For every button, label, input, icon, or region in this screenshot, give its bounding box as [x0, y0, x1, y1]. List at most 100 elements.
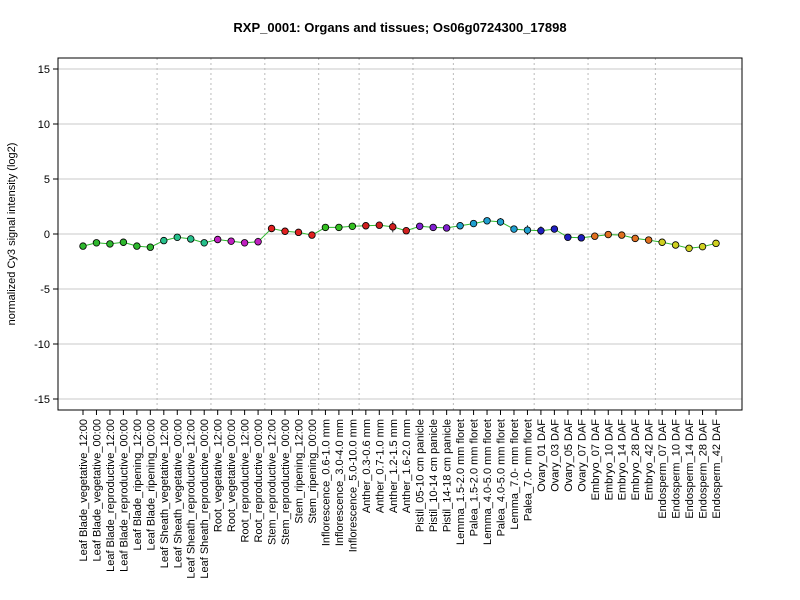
x-tick-label: Root_reproductive_12:00	[240, 419, 252, 543]
x-tick-label: Leaf Blade_ripening_00:00	[145, 419, 157, 551]
x-tick-label: Anther_1.2-1.5 mm	[388, 419, 400, 513]
data-point	[402, 226, 410, 235]
data-point	[106, 240, 114, 248]
x-tick-label: Leaf Sheath_reproductive_12:00	[186, 419, 198, 579]
x-tick-label: Pistil_05-10 cm panicle	[415, 419, 427, 532]
x-tick-label: Leaf Sheath_vegetative_00:00	[172, 419, 184, 568]
x-tick-label: Endosperm_10 DAF	[671, 419, 683, 519]
data-point	[213, 235, 222, 244]
x-tick-label: Ovary_01 DAF	[536, 419, 548, 492]
x-tick-label: Leaf Blade_ripening_12:00	[132, 419, 144, 551]
data-point	[227, 237, 235, 245]
x-tick-label: Pistil_14-18 cm panicle	[442, 419, 454, 532]
x-tick-label: Endosperm_42 DAF	[711, 419, 723, 519]
data-point	[442, 224, 451, 232]
data-point	[483, 217, 491, 225]
data-point	[604, 230, 612, 239]
x-tick-label: Lemma_1.5-2.0 mm floret	[455, 419, 467, 545]
x-tick-label: Anther_0.3-0.6 mm	[361, 419, 373, 513]
data-point	[523, 226, 532, 234]
data-point	[79, 242, 87, 250]
x-tick-label: Inflorescence_5.0-10.0 mm	[347, 419, 359, 552]
data-point	[281, 227, 289, 235]
chart-title: RXP_0001: Organs and tissues; Os06g07243…	[233, 20, 567, 35]
data-point	[671, 241, 680, 249]
x-tick-label: Stem_ripening_00:00	[307, 419, 319, 524]
data-point	[119, 238, 128, 246]
data-point	[577, 234, 586, 242]
x-tick-label: Endosperm_28 DAF	[698, 419, 710, 519]
data-point	[429, 223, 437, 232]
data-point	[456, 222, 464, 230]
x-tick-label: Embryo_07 DAF	[590, 419, 602, 501]
y-axis: -15 -10 -5 0 5 10 15	[34, 64, 58, 406]
data-point	[389, 223, 397, 231]
x-tick-label: Ovary_07 DAF	[576, 419, 588, 492]
x-tick-label: Stem_reproductive_12:00	[267, 419, 279, 545]
x-tick-label: Embryo_42 DAF	[644, 419, 656, 501]
data-point	[133, 242, 141, 250]
x-tick-label: Inflorescence_3.0-4.0 mm	[334, 419, 346, 546]
data-point	[510, 225, 518, 233]
y-axis-title: normalized Cy3 signal intensity (log2)	[6, 143, 18, 326]
x-tick-label: Leaf Sheath_vegetative_12:00	[159, 419, 171, 568]
x-tick-label: Endosperm_14 DAF	[684, 419, 696, 519]
x-tick-label: Root_vegetative_12:00	[213, 419, 225, 532]
x-tick-label: Root_vegetative_00:00	[226, 419, 238, 532]
group-separators	[156, 58, 656, 410]
y-tick-label: 15	[38, 64, 50, 76]
data-point	[375, 221, 383, 229]
y-tick-label: -15	[34, 394, 50, 406]
data-point	[187, 235, 195, 243]
data-point	[173, 233, 181, 241]
y-tick-label: -10	[34, 339, 50, 351]
y-tick-label: 10	[38, 119, 50, 131]
data-point	[321, 223, 330, 232]
data-point	[240, 239, 249, 247]
x-tick-label: Leaf Blade_reproductive_00:00	[118, 419, 130, 572]
x-tick-label: Leaf Sheath_reproductive_00:00	[199, 419, 211, 579]
x-tick-label: Palea_4.0-5.0 mm floret	[496, 419, 508, 536]
data-point	[416, 222, 424, 230]
data-point	[308, 231, 316, 239]
x-tick-label: Inflorescence_0.6-1.0 mm	[320, 419, 332, 546]
data-point	[200, 239, 208, 247]
data-point	[685, 244, 693, 252]
data-point	[618, 231, 626, 239]
data-point	[496, 218, 505, 226]
x-tick-label: Leaf Blade_vegetative_00:00	[91, 419, 103, 562]
x-tick-label: Ovary_05 DAF	[563, 419, 575, 492]
x-tick-label: Ovary_03 DAF	[549, 419, 561, 492]
x-tick-label: Endosperm_07 DAF	[657, 419, 669, 519]
x-tick-label: Palea_1.5-2.0 mm floret	[469, 419, 481, 536]
data-point	[267, 224, 276, 233]
grid-layer	[58, 68, 742, 400]
y-tick-label: -5	[40, 284, 50, 296]
data-point	[564, 233, 572, 241]
y-tick-label: 5	[44, 174, 50, 186]
x-tick-label: Palea_7.0- mm floret	[522, 419, 534, 521]
x-tick-label: Anther_0.7-1.0 mm	[374, 419, 386, 513]
data-point	[469, 219, 478, 228]
data-point	[362, 222, 370, 230]
x-tick-label: Lemma_4.0-5.0 mm floret	[482, 419, 494, 545]
data-point	[294, 228, 303, 237]
x-tick-label: Embryo_14 DAF	[617, 419, 629, 501]
data-point	[658, 238, 666, 246]
data-point	[92, 239, 101, 247]
data-point	[712, 239, 720, 248]
data-point	[537, 226, 545, 235]
x-tick-label: Anther_1.6-2.0 mm	[401, 419, 413, 513]
x-tick-label: Stem_reproductive_00:00	[280, 419, 292, 545]
data-point	[160, 236, 168, 245]
data-point	[550, 225, 559, 233]
data-points	[79, 217, 720, 252]
x-tick-label: Pistil_10-14 cm panicle	[428, 419, 440, 532]
x-tick-label: Root_reproductive_00:00	[253, 419, 265, 543]
x-tick-label: Leaf Blade_vegetative_12:00	[78, 419, 90, 562]
x-tick-label: Embryo_28 DAF	[630, 419, 642, 501]
data-point	[335, 223, 343, 232]
data-point	[348, 222, 357, 230]
data-point	[254, 237, 262, 246]
